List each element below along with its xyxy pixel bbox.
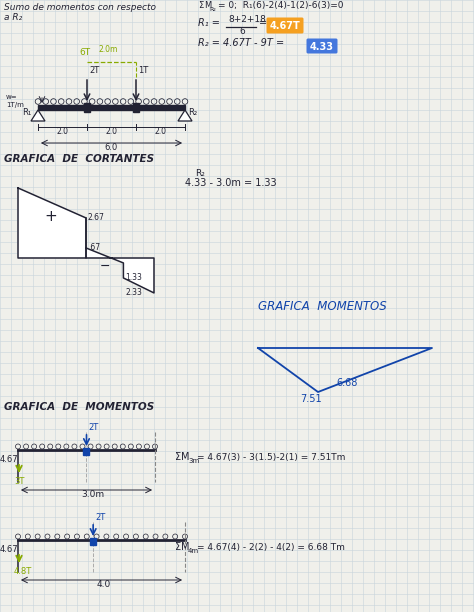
Polygon shape [178,110,192,121]
Polygon shape [86,248,154,293]
Text: 2.0: 2.0 [155,127,166,136]
Text: 7.51: 7.51 [300,394,322,404]
Text: 6.68: 6.68 [336,378,357,388]
Text: GRAFICA  MOMENTOS: GRAFICA MOMENTOS [258,300,387,313]
Text: 2.0: 2.0 [106,127,118,136]
Text: GRAFICA  DE  MOMENTOS: GRAFICA DE MOMENTOS [4,402,154,412]
Text: 4.33 - 3.0m = 1.33: 4.33 - 3.0m = 1.33 [185,178,277,188]
Text: Sumo de momentos con respecto: Sumo de momentos con respecto [4,3,156,12]
Text: 3T: 3T [14,477,24,486]
Text: 8+2+18: 8+2+18 [228,15,266,24]
Text: 1.33: 1.33 [126,273,142,282]
Text: 6.0: 6.0 [105,143,118,152]
Text: w=: w= [6,94,18,100]
Bar [84,103,90,112]
Text: 6: 6 [239,27,245,36]
Text: 3.0m: 3.0m [82,490,105,499]
Polygon shape [31,110,45,121]
Polygon shape [18,188,86,258]
Text: R₂: R₂ [209,7,216,12]
Text: 2T: 2T [89,423,99,432]
Text: .67: .67 [88,243,100,252]
Text: 4.67T: 4.67T [270,21,301,31]
Text: 2T: 2T [95,513,105,522]
Text: −: − [100,260,110,273]
FancyBboxPatch shape [266,18,303,34]
Text: M: M [181,452,190,462]
Bar [38,105,185,110]
Text: 2T: 2T [89,66,99,75]
Text: Σ: Σ [198,1,203,10]
Text: =: = [259,18,267,28]
Text: R₂ = 4.67T - 9T =: R₂ = 4.67T - 9T = [198,38,284,48]
Text: +: + [44,209,57,224]
Text: M: M [181,542,190,552]
Text: 3m: 3m [188,458,199,464]
Bar [83,448,90,455]
Text: 2.0: 2.0 [56,127,69,136]
Text: 2.0m: 2.0m [99,45,118,54]
Text: 4.0: 4.0 [97,580,111,589]
Text: Σ: Σ [175,542,181,552]
Text: = 4.67(3) - 3(1.5)-2(1) = 7.51Tm: = 4.67(3) - 3(1.5)-2(1) = 7.51Tm [197,453,346,462]
Text: a R₂: a R₂ [4,13,22,22]
Text: 4m: 4m [188,548,199,554]
Text: 4.67: 4.67 [0,455,18,464]
Text: 2.67: 2.67 [88,213,105,222]
Text: 4.8T: 4.8T [14,567,32,576]
Text: R₂: R₂ [195,169,205,178]
Text: M: M [204,1,211,10]
Text: GRAFICA  DE  CORTANTES: GRAFICA DE CORTANTES [4,154,154,164]
Text: = 4.67(4) - 2(2) - 4(2) = 6.68 Tm: = 4.67(4) - 2(2) - 4(2) = 6.68 Tm [197,543,345,552]
Text: 1T: 1T [138,66,148,75]
FancyBboxPatch shape [307,39,337,53]
Text: = 0;  R₁(6)-2(4)-1(2)-6(3)=0: = 0; R₁(6)-2(4)-1(2)-6(3)=0 [218,1,344,10]
Bar [90,538,96,545]
Text: 4.67: 4.67 [0,545,18,554]
Text: R₁: R₁ [22,108,31,117]
Bar [133,103,139,112]
Text: 4.33: 4.33 [310,42,334,52]
Text: R₁ =: R₁ = [198,18,220,28]
Text: Σ: Σ [175,452,181,462]
Text: R₂: R₂ [188,108,197,117]
Text: 1T/m: 1T/m [6,102,24,108]
Text: 2.33: 2.33 [126,288,142,297]
Text: 6T: 6T [79,48,90,57]
